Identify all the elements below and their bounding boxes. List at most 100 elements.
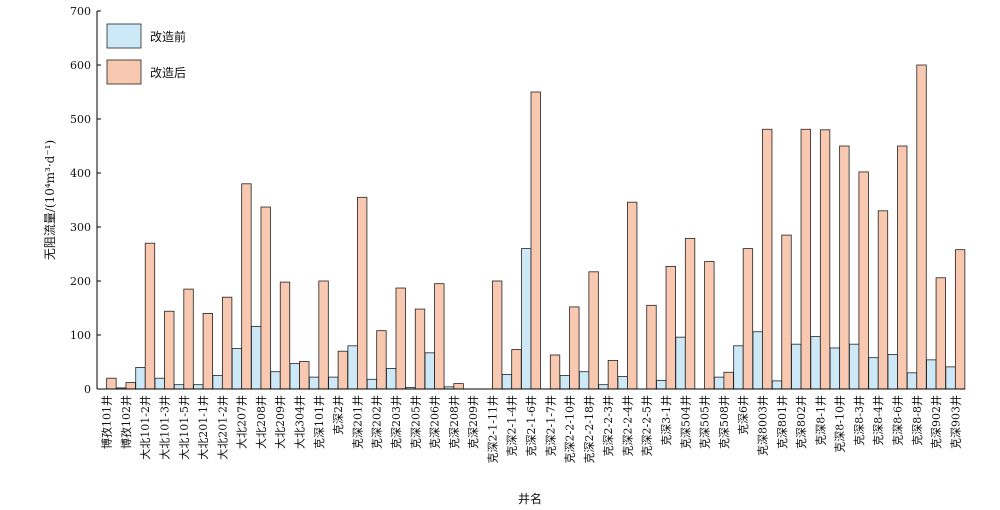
x-category-label: 克深8-8井 — [910, 395, 924, 446]
bar-before — [849, 343, 860, 390]
x-category-label: 克深902井 — [929, 395, 943, 449]
bar-before — [347, 345, 358, 390]
bar-before — [251, 325, 262, 390]
bar-after — [588, 271, 599, 390]
bar-before — [328, 376, 339, 390]
bar-after — [279, 281, 291, 390]
x-category-label: 克深903井 — [948, 395, 962, 449]
y-tick-label: 600 — [70, 59, 91, 72]
x-category-label: 克深508井 — [717, 395, 731, 449]
bar-before — [887, 354, 898, 390]
x-category-label: 克深8-4井 — [871, 395, 885, 446]
x-category-label: 克深2-2-3井 — [601, 395, 615, 456]
bar-after — [299, 361, 310, 390]
x-category-label: 克深208井 — [447, 395, 461, 449]
bar-after — [627, 201, 638, 390]
bar-after — [877, 210, 889, 390]
x-category-label: 克深201井 — [350, 395, 364, 449]
y-tick-label: 500 — [70, 113, 91, 126]
x-category-label: 克深2-1-4井 — [505, 395, 519, 456]
y-tick-label: 700 — [70, 5, 91, 18]
bar-before — [154, 377, 165, 390]
bar-before — [308, 376, 320, 390]
bar-after — [356, 196, 368, 390]
x-axis-title: 井名 — [518, 491, 542, 506]
bar-before — [578, 371, 590, 390]
bar-before — [521, 248, 532, 390]
x-category-label: 大北207井 — [235, 395, 249, 449]
legend-swatch — [106, 23, 142, 49]
bar-before — [366, 378, 378, 390]
bar-after — [492, 280, 503, 390]
bar-before — [733, 345, 744, 390]
legend-label: 改造后 — [150, 66, 186, 80]
bar-after — [665, 266, 676, 390]
x-axis-categories: 博孜101井 博孜102井 大北101-2井 大北101-3井 大北101-5井 大北20… — [100, 395, 963, 463]
bar-after — [337, 350, 349, 390]
x-category-label: 博孜102井 — [119, 395, 133, 449]
bar-after — [202, 312, 213, 390]
x-category-label: 克深2井 — [331, 395, 345, 435]
bar-after — [434, 283, 445, 390]
bar-after — [897, 145, 908, 390]
x-category-label: 克深2-1-11井 — [485, 395, 499, 463]
bar-after — [723, 371, 734, 390]
bar-after — [221, 296, 233, 390]
y-axis-title: 无阻流量/(10⁴m³·d⁻¹) — [43, 140, 57, 260]
x-category-label: 大北304井 — [293, 395, 307, 449]
x-category-label: 大北101-3井 — [158, 395, 172, 460]
x-category-label: 克深202井 — [370, 395, 384, 449]
x-category-label: 克深802井 — [794, 395, 808, 449]
bar-after — [916, 64, 927, 390]
bar-after — [646, 304, 657, 390]
bar-after — [607, 359, 619, 390]
bar-after — [453, 383, 464, 390]
x-category-label: 克深2-2-5井 — [640, 395, 654, 456]
x-category-label: 克深2-1-7井 — [543, 395, 557, 456]
x-category-label: 克深205井 — [408, 395, 422, 449]
bar-after — [144, 242, 156, 390]
x-category-label: 克深6井 — [736, 395, 750, 435]
bar-before — [906, 372, 918, 390]
x-category-label: 大北101-2井 — [138, 395, 152, 460]
y-tick-label: 300 — [70, 221, 91, 234]
x-category-label: 克深2-2-4井 — [620, 395, 634, 456]
bar-after — [549, 354, 561, 390]
x-category-label: 克深801井 — [775, 395, 789, 449]
bar-after — [569, 306, 580, 390]
bar-before — [945, 366, 956, 390]
x-category-label: 克深2-2-10井 — [563, 395, 577, 463]
x-category-label: 大北209井 — [273, 395, 287, 449]
bar-after — [414, 308, 426, 390]
bar-before — [829, 347, 841, 390]
bar-after — [819, 129, 831, 390]
bar-after — [742, 248, 754, 390]
bar-before — [193, 384, 204, 390]
bar-before — [926, 359, 937, 390]
y-tick-label: 0 — [84, 383, 91, 396]
bar-before — [386, 368, 397, 390]
bar-before — [501, 374, 513, 390]
bar-after — [511, 349, 522, 390]
bar-after — [241, 183, 252, 390]
x-category-label: 克深8-3井 — [852, 395, 866, 446]
bar-before — [617, 376, 628, 390]
bar-before — [713, 376, 725, 390]
bar-after — [954, 249, 966, 390]
x-category-label: 克深8003井 — [755, 395, 769, 456]
bar-before — [212, 375, 223, 390]
x-category-label: 克深8-1井 — [813, 395, 827, 446]
bar-after — [858, 171, 869, 390]
bar-after — [164, 310, 175, 390]
bar-before — [752, 331, 763, 390]
x-category-label: 克深2-2-18井 — [582, 395, 596, 463]
bar-after — [318, 280, 329, 390]
bar-before — [270, 371, 281, 390]
x-category-label: 大北208井 — [254, 395, 268, 449]
x-category-label: 克深3-1井 — [659, 395, 673, 446]
bar-after — [395, 287, 406, 390]
x-category-label: 大北101-5井 — [177, 395, 191, 460]
bar-before — [791, 343, 802, 390]
bar-before — [231, 348, 243, 390]
